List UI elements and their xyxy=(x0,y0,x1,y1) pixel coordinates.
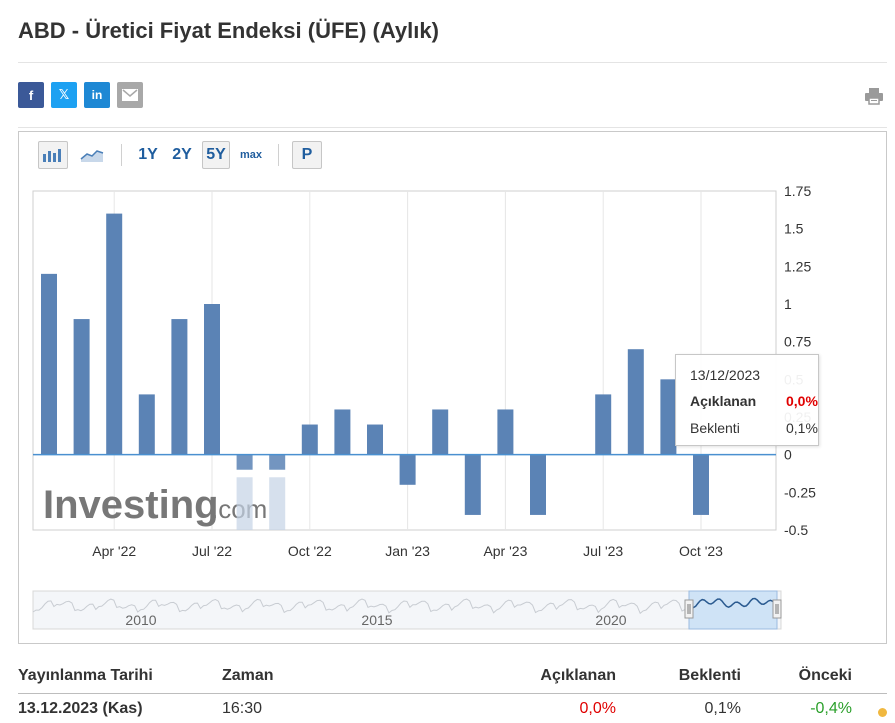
navigator-selection xyxy=(688,590,778,630)
twitter-share-button[interactable]: 𝕏 xyxy=(51,82,77,108)
range-max-button[interactable]: max xyxy=(239,149,263,161)
bar xyxy=(41,273,57,455)
bar-chart-button[interactable] xyxy=(38,141,68,169)
title-divider xyxy=(18,62,887,63)
row-release-date: 13.12.2023 (Kas) xyxy=(18,700,143,717)
x-tick-label: Oct '23 xyxy=(679,543,723,559)
tooltip-forecast-value: 0,1% xyxy=(786,420,818,436)
bar xyxy=(432,409,449,455)
importance-dot-icon xyxy=(878,708,887,717)
y-tick-label: 1.25 xyxy=(784,258,811,274)
chart-panel: 1Y 2Y 5Y max P Investing .com 1.751.51.2… xyxy=(18,131,887,644)
navigator-history-line xyxy=(32,598,692,615)
history-table: Yayınlanma Tarihi Zaman Açıklanan Beklen… xyxy=(18,658,887,723)
p-button[interactable]: P xyxy=(292,141,322,169)
range-1y-button[interactable]: 1Y xyxy=(138,146,158,163)
navigator-year-label: 2010 xyxy=(125,612,156,628)
table-header: Yayınlanma Tarihi Zaman Açıklanan Beklen… xyxy=(18,658,887,694)
y-tick-label: -0.5 xyxy=(784,522,808,538)
bar xyxy=(236,454,253,470)
page-title: ABD - Üretici Fiyat Endeksi (ÜFE) (Aylık… xyxy=(18,18,439,43)
range-2y-button[interactable]: 2Y xyxy=(172,146,192,163)
col-actual[interactable]: Açıklanan xyxy=(540,667,616,684)
row-actual: 0,0% xyxy=(579,700,616,717)
y-tick-label: -0.25 xyxy=(784,484,816,500)
range-5y-button[interactable]: 5Y xyxy=(202,141,230,169)
y-tick-label: 0.75 xyxy=(784,334,811,350)
envelope-icon xyxy=(122,89,138,101)
bar xyxy=(660,379,677,455)
x-tick-label: Jul '23 xyxy=(583,543,623,559)
bar xyxy=(269,454,286,470)
watermark-text: Investing xyxy=(43,483,219,527)
y-tick-label: 1.75 xyxy=(784,183,811,199)
col-time[interactable]: Zaman xyxy=(222,667,274,684)
bar-overlay xyxy=(269,477,286,530)
col-release-date[interactable]: Yayınlanma Tarihi xyxy=(18,667,153,684)
y-tick-label: 1.5 xyxy=(784,221,804,237)
area-chart-button[interactable] xyxy=(76,141,108,169)
bar xyxy=(367,424,383,455)
navigator-year-label: 2015 xyxy=(361,612,392,628)
print-button[interactable] xyxy=(864,86,884,106)
tooltip-actual-label: Açıklanan xyxy=(690,393,757,409)
linkedin-share-button[interactable]: in xyxy=(84,82,110,108)
area-chart-icon xyxy=(80,150,104,162)
navigator-year-label: 2020 xyxy=(595,612,626,628)
row-time: 16:30 xyxy=(222,700,263,717)
bar xyxy=(301,424,318,455)
x-tick-label: Jan '23 xyxy=(385,543,430,559)
share-divider xyxy=(18,127,887,128)
email-share-button[interactable] xyxy=(117,82,143,108)
tooltip-forecast-label: Beklenti xyxy=(690,420,740,436)
x-tick-label: Jul '22 xyxy=(192,543,232,559)
printer-icon xyxy=(865,88,883,105)
row-forecast: 0,1% xyxy=(704,700,741,717)
bar xyxy=(627,349,644,455)
toolbar-separator xyxy=(121,144,122,166)
bar xyxy=(171,319,188,455)
chart-tooltip: 13/12/2023 Açıklanan 0,0% Beklenti 0,1% xyxy=(675,354,819,446)
navigator-selected-line xyxy=(688,597,778,609)
tooltip-date: 13/12/2023 xyxy=(690,367,761,383)
y-tick-label: 1 xyxy=(784,296,792,312)
navigator-area xyxy=(32,590,782,630)
x-tick-label: Oct '22 xyxy=(288,543,332,559)
navigator-handle xyxy=(772,599,782,619)
navigator-handle xyxy=(684,599,694,619)
x-tick-label: Apr '22 xyxy=(92,543,136,559)
row-previous: -0,4% xyxy=(810,700,852,717)
x-tick-label: Apr '23 xyxy=(483,543,527,559)
bar xyxy=(106,213,123,455)
facebook-share-button[interactable]: f xyxy=(18,82,44,108)
bar xyxy=(497,409,514,455)
col-forecast[interactable]: Beklenti xyxy=(678,667,741,684)
bar xyxy=(334,409,351,455)
col-previous[interactable]: Önceki xyxy=(798,667,852,684)
bar xyxy=(464,454,481,515)
bar xyxy=(693,454,709,515)
table-row: 13.12.2023 (Kas) 16:30 0,0% 0,1% -0,4% xyxy=(18,694,887,723)
bar xyxy=(204,304,220,455)
bar-overlay xyxy=(236,477,253,530)
toolbar-separator xyxy=(278,144,279,166)
bar xyxy=(138,394,155,455)
tooltip-actual-value: 0,0% xyxy=(786,393,818,409)
bar-chart: Investing .com 1.751.51.2510.750.50.250-… xyxy=(32,183,816,630)
bar xyxy=(399,454,416,485)
bar-chart-icon xyxy=(43,149,61,162)
bar xyxy=(595,394,612,455)
y-tick-label: 0 xyxy=(784,447,792,463)
bar xyxy=(73,319,90,455)
bar xyxy=(530,454,546,515)
